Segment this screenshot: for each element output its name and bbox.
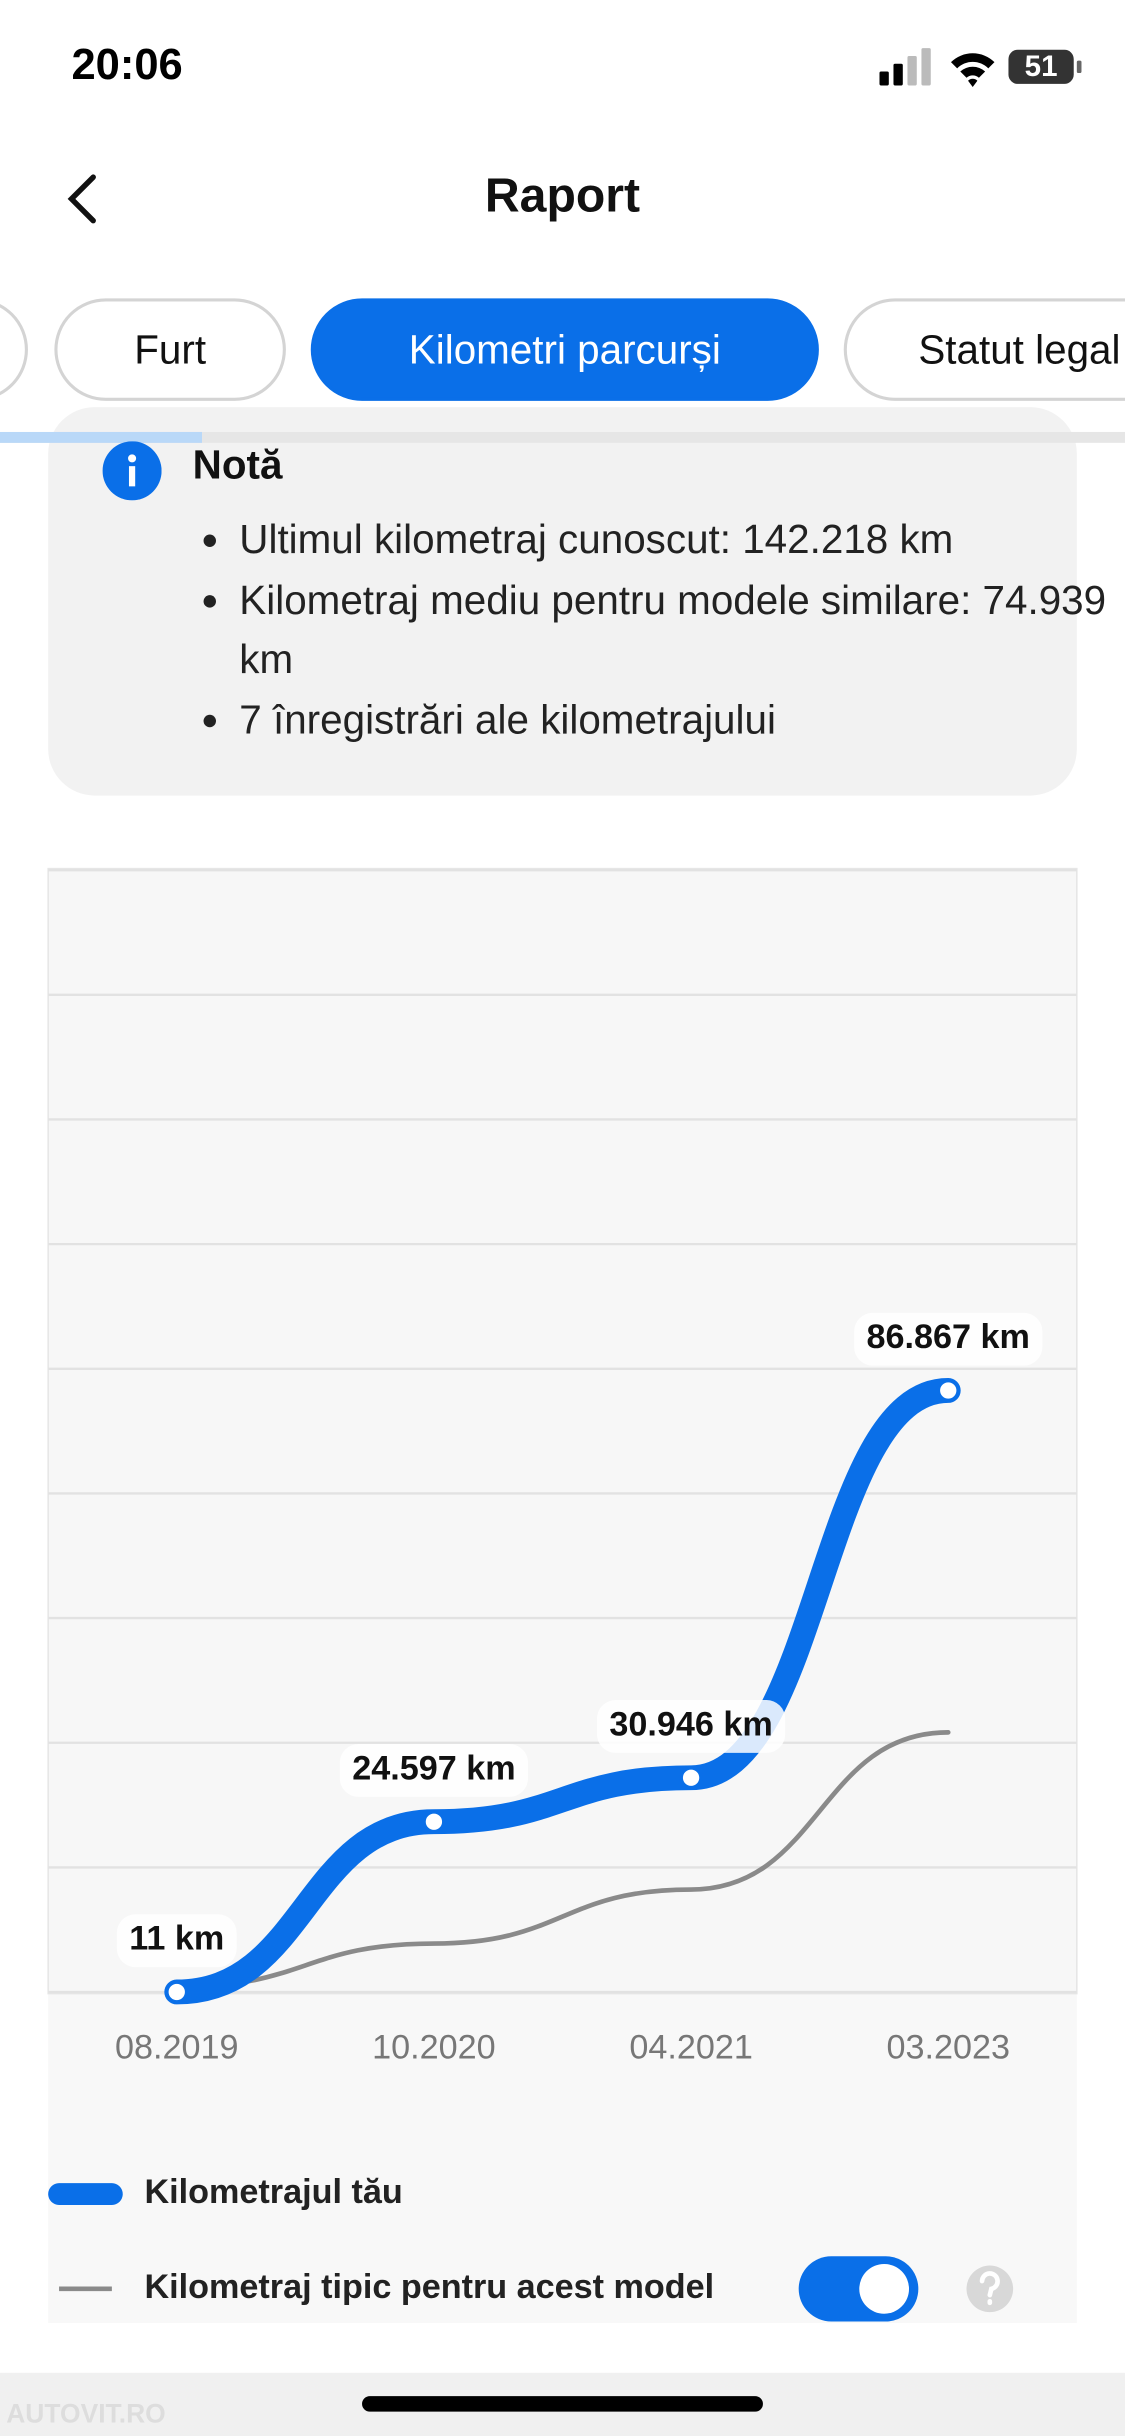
status-icons: 51: [879, 48, 1082, 88]
note-item: 7 înregistrări ale kilometrajului: [239, 689, 1109, 749]
note-item: Ultimul kilometraj cunoscut: 142.218 km: [239, 510, 1109, 570]
tab-scroll-thumb: [0, 431, 203, 443]
back-button[interactable]: [59, 168, 112, 230]
tab[interactable]: Statut legal: [843, 298, 1125, 401]
tab-active[interactable]: Kilometri parcurși: [310, 298, 819, 401]
note-list: Ultimul kilometraj cunoscut: 142.218 km …: [183, 510, 1109, 749]
value-label-text: 30.946 km: [609, 1706, 772, 1744]
note-card: [48, 407, 1077, 796]
value-label-bg: [596, 1700, 786, 1753]
note-item: Kilometraj mediu pentru modele similare:…: [239, 569, 1109, 689]
note-title: Notă: [192, 441, 283, 488]
info-icon: [102, 441, 162, 501]
x-tick-label: 08.2019: [115, 2029, 239, 2067]
watermark: AUTOVIT.RO: [6, 2399, 166, 2429]
x-tick-label: 04.2021: [629, 2029, 753, 2067]
x-tick-label: 03.2023: [886, 2029, 1010, 2067]
home-indicator: [362, 2396, 763, 2412]
data-point: [936, 1378, 961, 1403]
legend-label: Kilometraj tipic pentru acest model: [145, 2268, 715, 2306]
value-label: 86.867 km: [854, 1312, 1043, 1366]
help-glyph: [979, 2271, 1000, 2306]
legend-label: Kilometrajul tău: [145, 2173, 403, 2211]
x-tick-label: 10.2020: [372, 2029, 496, 2067]
toggle[interactable]: [798, 2256, 919, 2322]
value-label-bg: [854, 1312, 1043, 1366]
value-label-bg: [116, 1914, 237, 1968]
data-point: [164, 1979, 189, 2005]
page-title: Raport: [484, 167, 641, 223]
series-line: [174, 1730, 951, 1990]
value-label: 30.946 km: [596, 1700, 786, 1753]
tab-scroll-track: [0, 431, 1125, 443]
help-icon[interactable]: [966, 2265, 1014, 2313]
tab[interactable]: Furt: [54, 298, 286, 401]
toggle-knob: [859, 2263, 910, 2314]
plot-area: [47, 867, 1078, 1995]
value-label: 11 km: [116, 1914, 237, 1968]
value-label: 24.597 km: [339, 1744, 529, 1797]
status-time: 20:06: [71, 40, 183, 89]
series-line: [164, 1378, 961, 2005]
data-point: [679, 1765, 704, 1790]
value-label-text: 86.867 km: [867, 1318, 1030, 1356]
value-label-text: 11 km: [129, 1920, 224, 1958]
data-point: [421, 1809, 446, 1834]
value-label-text: 24.597 km: [352, 1749, 515, 1787]
battery-level: 51: [1025, 50, 1058, 83]
value-label-bg: [339, 1744, 529, 1797]
